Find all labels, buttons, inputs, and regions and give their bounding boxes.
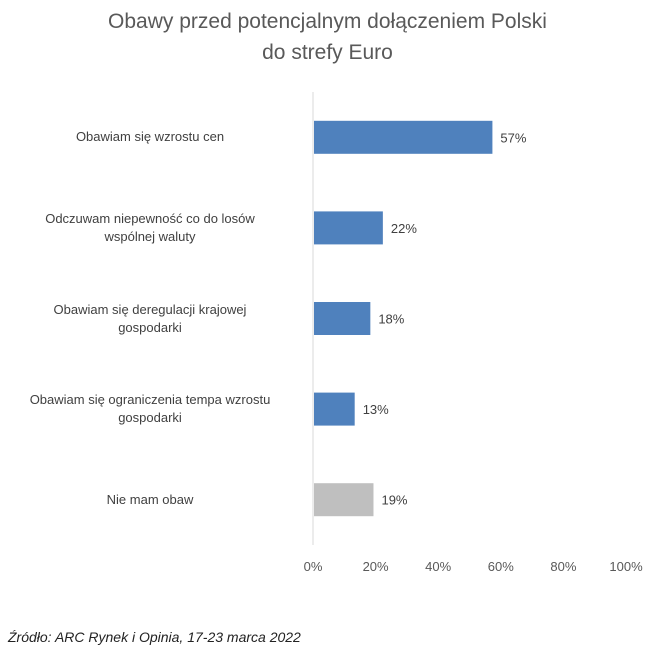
bar xyxy=(314,483,374,517)
category-label: Obawiam się wzrostu cen xyxy=(0,128,300,146)
category-label-line: Odczuwam niepewność co do losów xyxy=(45,210,255,226)
data-label: 18% xyxy=(378,312,404,327)
x-tick-label: 100% xyxy=(609,559,643,574)
category-label-line: wspólnej waluty xyxy=(104,228,196,244)
chart-title-line-2: do strefy Euro xyxy=(262,41,393,64)
category-label-text: Odczuwam niepewność co do losów wspólnej … xyxy=(45,210,255,246)
category-label-text: Obawiam się wzrostu cen xyxy=(76,128,224,146)
category-label-line: Obawiam się deregulacji krajowej xyxy=(53,301,247,317)
x-tick-label: 20% xyxy=(363,559,389,574)
data-label: 19% xyxy=(381,493,407,508)
bar-chart: 57% 22% 18% 13% 19% 0% 20% 40% 60% 80% 100% xyxy=(304,92,643,574)
category-label-line: gospodarki xyxy=(118,319,182,335)
category-label-text: Nie mam obaw xyxy=(107,491,194,509)
category-label: Nie mam obaw xyxy=(0,491,300,509)
category-label: Obawiam się ograniczenia tempa wzrostu go… xyxy=(0,391,300,427)
x-tick-label: 0% xyxy=(304,559,323,574)
category-label-line: Obawiam się ograniczenia tempa wzrostu xyxy=(29,392,271,408)
category-label-text: Obawiam się ograniczenia tempa wzrostu go… xyxy=(30,391,271,427)
category-label-line: Nie mam obaw xyxy=(106,491,194,507)
chart-title: Obawy przed potencjalnym dołączeniem Pol… xyxy=(0,6,655,68)
data-label: 22% xyxy=(391,221,417,236)
data-label: 57% xyxy=(500,130,526,145)
x-tick-label: 40% xyxy=(425,559,451,574)
bar xyxy=(314,120,493,154)
category-label: Odczuwam niepewność co do losów wspólnej … xyxy=(0,210,300,246)
category-label-text: Obawiam się deregulacji krajowej gospodar… xyxy=(54,301,247,337)
category-label-line: Obawiam się wzrostu cen xyxy=(75,129,225,145)
bar xyxy=(314,302,371,335)
chart-title-line-1: Obawy przed potencjalnym dołączeniem Pol… xyxy=(108,10,547,33)
category-label: Obawiam się deregulacji krajowej gospodar… xyxy=(0,301,300,337)
bar xyxy=(314,392,355,426)
source-note: Źródło: ARC Rynek i Opinia, 17-23 marca … xyxy=(8,629,301,645)
bar xyxy=(314,211,383,245)
x-tick-label: 60% xyxy=(488,559,514,574)
x-tick-label: 80% xyxy=(550,559,576,574)
category-label-line: gospodarki xyxy=(118,410,182,426)
data-label: 13% xyxy=(363,402,389,417)
